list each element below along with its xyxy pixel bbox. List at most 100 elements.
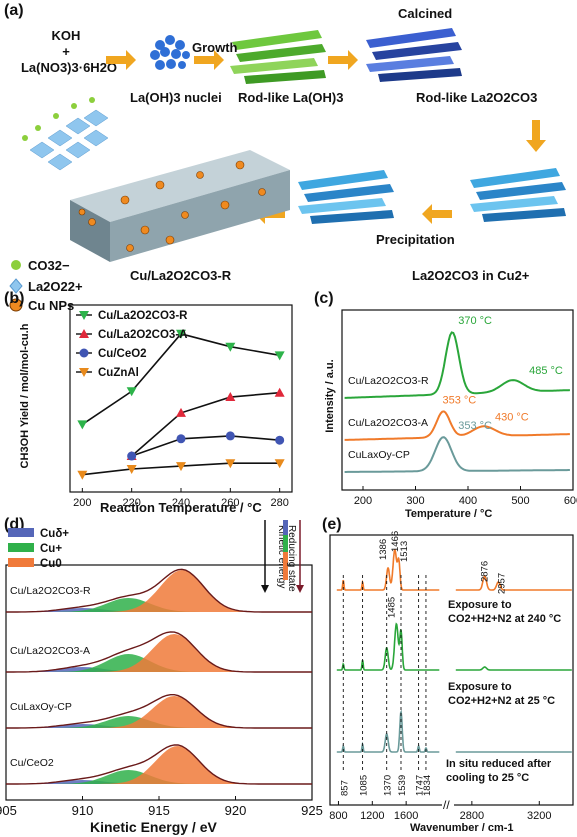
b-point bbox=[126, 387, 137, 397]
b-point bbox=[274, 387, 285, 397]
d-envelope-line bbox=[6, 568, 312, 613]
d-gradient-bar bbox=[283, 535, 288, 552]
d-envelope-line bbox=[6, 631, 312, 673]
lattice-dots bbox=[22, 97, 95, 141]
cu-np-dot bbox=[9, 298, 23, 312]
d-xtick-label: 910 bbox=[72, 803, 94, 818]
e-xlabel: Wavenumber / cm-1 bbox=[410, 822, 514, 834]
d-component-peak bbox=[6, 770, 267, 784]
d-component-peak bbox=[6, 780, 267, 784]
b-legend-marker bbox=[79, 311, 89, 320]
d-xtick-label: 905 bbox=[0, 803, 17, 818]
d-component-peak bbox=[6, 570, 267, 612]
d-legend-label: Cuδ+ bbox=[40, 528, 69, 540]
c-series-name: Cu/La2O2CO3-R bbox=[348, 375, 429, 387]
b-point bbox=[225, 342, 236, 352]
b-point bbox=[77, 420, 88, 430]
b-legend-label: Cu/La2O2CO3-A bbox=[98, 329, 187, 341]
koh-text: KOH bbox=[51, 28, 81, 43]
cyan-rods-precip bbox=[298, 170, 394, 224]
b-point bbox=[225, 392, 236, 402]
e-caption-3: In situ reduced after cooling to 25 °C bbox=[446, 758, 552, 784]
green-rods bbox=[230, 30, 326, 84]
e-axis-break-mask bbox=[442, 799, 454, 811]
cyan-rods-cu bbox=[470, 168, 566, 222]
b-point bbox=[127, 451, 137, 461]
d-component-peak bbox=[6, 634, 267, 672]
in-cu-text: La2O2CO3 in Cu2+ bbox=[412, 268, 530, 283]
c-series-line bbox=[344, 410, 570, 441]
legend-cu: Cu NPs bbox=[28, 298, 75, 313]
c-peak-label: 485 °C bbox=[529, 365, 563, 377]
nuclei-text: La(OH)3 nuclei bbox=[130, 90, 222, 105]
d-xtick-label: 920 bbox=[225, 803, 247, 818]
d-xlabel: Kinetic Energy / eV bbox=[90, 819, 217, 835]
b-xlabel: Reaction Temperature / °C bbox=[100, 500, 262, 515]
d-sample-label: Cu/La2O2CO3-R bbox=[10, 585, 91, 597]
b-series-line bbox=[131, 391, 280, 457]
e-peak-label: 2876 bbox=[480, 561, 491, 582]
b-legend-label: Cu/La2O2CO3-R bbox=[98, 310, 188, 322]
nuclei-cluster bbox=[150, 35, 190, 70]
e-axis-break: // bbox=[443, 798, 450, 812]
b-point bbox=[225, 431, 235, 441]
e-spectrum-line bbox=[336, 622, 440, 671]
legend-co3: CO32− bbox=[28, 258, 70, 273]
c-series-name: Cu/La2O2CO3-A bbox=[348, 417, 428, 429]
b-point bbox=[274, 459, 285, 469]
calcined-text: Calcined bbox=[398, 6, 453, 21]
e-peak-label: 1485 bbox=[386, 597, 397, 618]
e-spectrum-line bbox=[336, 709, 440, 753]
lattice bbox=[29, 109, 109, 171]
d-component-peak bbox=[6, 696, 267, 728]
b-legend-marker bbox=[79, 348, 89, 358]
e-spectrum-line bbox=[455, 666, 572, 671]
panel-e-label: (e) bbox=[322, 516, 342, 533]
e-xtick-label: 1200 bbox=[360, 810, 384, 822]
b-legend-marker bbox=[79, 329, 89, 338]
c-frame bbox=[341, 309, 574, 491]
growth-text: Growth bbox=[192, 40, 238, 55]
b-point bbox=[274, 351, 285, 361]
d-legend-swatch bbox=[8, 543, 34, 552]
b-point bbox=[176, 329, 186, 339]
co3-dot bbox=[11, 260, 21, 270]
product-bar bbox=[70, 150, 290, 262]
blue-rods bbox=[366, 28, 462, 82]
b-xtick-label: 280 bbox=[270, 497, 288, 509]
rod-laoh-text: Rod-like La(OH)3 bbox=[238, 90, 344, 105]
d-component-peak bbox=[6, 654, 267, 672]
b-point bbox=[225, 459, 236, 469]
e-xtick-label: 3200 bbox=[527, 810, 551, 822]
e-peak-label: 1370 bbox=[383, 775, 394, 796]
b-legend-label: Cu/CeO2 bbox=[98, 348, 147, 360]
d-reducing-label: Reducing state bbox=[286, 525, 297, 592]
d-xtick-label: 925 bbox=[301, 803, 323, 818]
rod-lao-text: Rod-like La2O2CO3 bbox=[416, 90, 538, 105]
c-xtick-label: 500 bbox=[511, 495, 529, 507]
product-text: Cu/La2O2CO3-R bbox=[130, 268, 232, 283]
d-sample-label: Cu/CeO2 bbox=[10, 757, 54, 769]
la-nitrate-text: La(NO3)3·6H2O bbox=[20, 60, 118, 75]
e-peak-label: 857 bbox=[339, 780, 350, 796]
e-spectrum-line bbox=[336, 549, 440, 591]
d-envelope-line bbox=[6, 694, 312, 729]
b-point bbox=[275, 435, 285, 445]
b-legend-label: CuZnAl bbox=[98, 367, 139, 379]
c-peak-label: 353 °C bbox=[458, 420, 492, 432]
flow-arrows bbox=[106, 50, 546, 224]
b-xtick-label: 260 bbox=[221, 497, 239, 509]
c-series-name: CuLaxOy-CP bbox=[348, 449, 410, 461]
b-xtick-label: 240 bbox=[172, 497, 190, 509]
d-kinetic-arrowhead bbox=[261, 585, 269, 593]
b-xtick-label: 200 bbox=[73, 497, 91, 509]
e-peak-label: 1085 bbox=[359, 775, 370, 796]
c-peak-label: 353 °C bbox=[443, 394, 477, 406]
precipitation-text: Precipitation bbox=[376, 232, 455, 247]
d-gradient-bar bbox=[283, 520, 288, 535]
e-peak-label: 1466 bbox=[390, 531, 401, 552]
c-xtick-label: 200 bbox=[354, 495, 372, 507]
c-peak-label: 370 °C bbox=[458, 315, 492, 327]
